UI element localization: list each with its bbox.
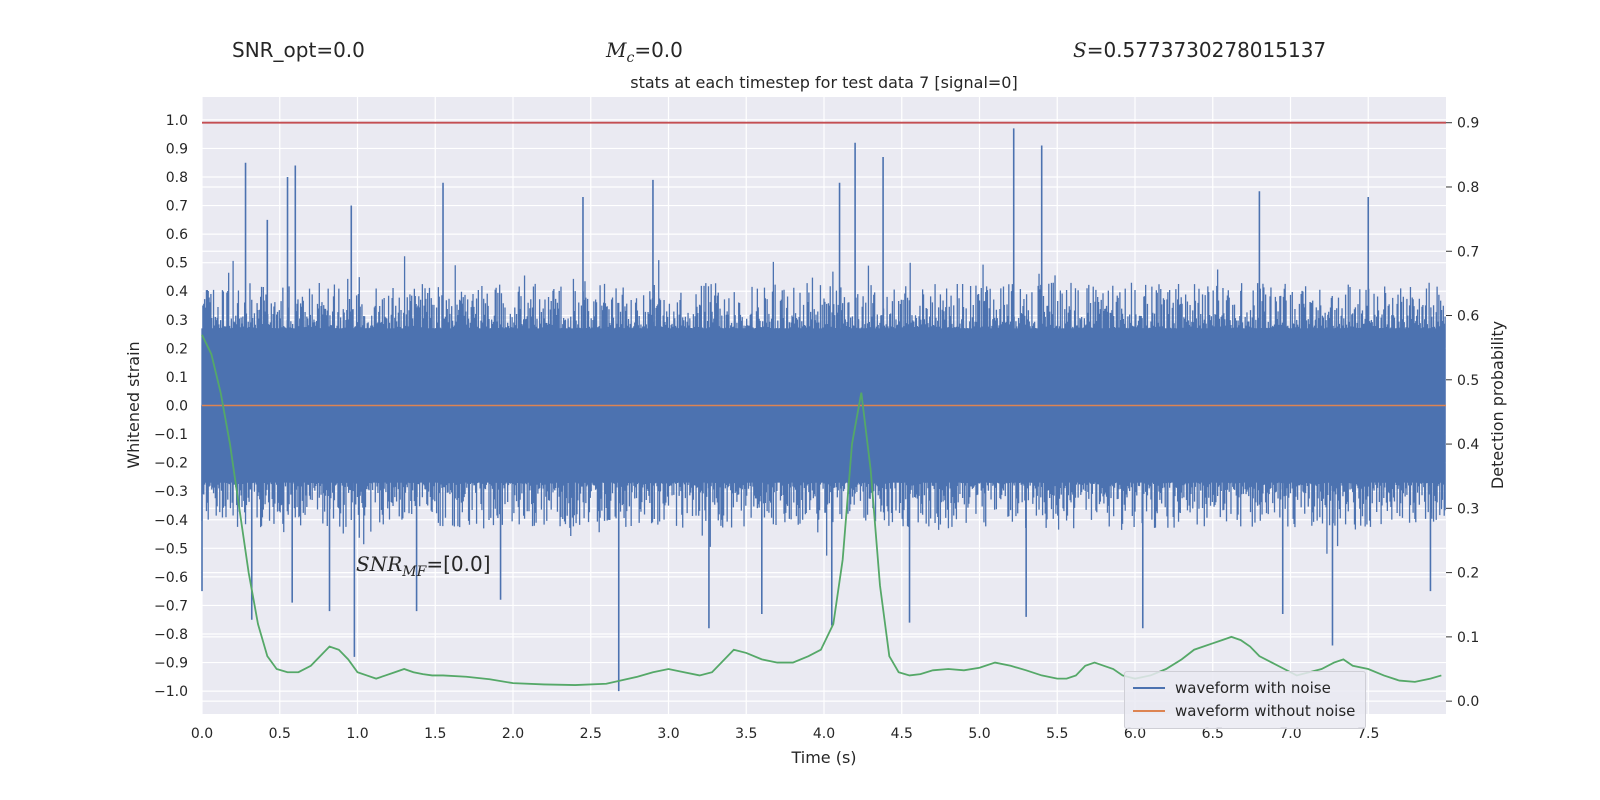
y-tick-label: 0.2 — [166, 341, 188, 357]
legend-swatch — [1133, 687, 1165, 689]
x-tick-label: 2.5 — [580, 726, 602, 742]
y-tick-label: −0.7 — [154, 598, 188, 614]
x-tick-label: 7.0 — [1279, 726, 1301, 742]
y-tick-label: −0.4 — [154, 513, 188, 529]
chirp-mass-label: Mc=0.0 — [606, 38, 683, 66]
s-value-label: S=0.5773730278015137 — [1073, 38, 1327, 62]
y-tick-label: 0.6 — [166, 227, 188, 243]
legend-label: waveform with noise — [1175, 679, 1331, 697]
y2-tick-label: 0.5 — [1457, 373, 1479, 389]
y2-tick-label: 0.8 — [1457, 180, 1479, 196]
series-lines — [201, 121, 1446, 686]
y-tick-label: 0.4 — [166, 284, 188, 300]
y-tick-label: 0.8 — [166, 170, 188, 186]
y-tick-label: −0.2 — [154, 456, 188, 472]
y2-tick-label: 0.1 — [1457, 630, 1479, 646]
y-tick-label: −0.8 — [154, 627, 188, 643]
y-tick-label: 0.0 — [166, 399, 188, 415]
y-tick-label: 0.7 — [166, 199, 188, 215]
y-tick-label: 0.1 — [166, 370, 188, 386]
y2-axis-label: Detection probability — [1488, 321, 1507, 489]
y-tick-label: 0.3 — [166, 313, 188, 329]
snr-mf-annotation: SNRMF=[0.0] — [356, 552, 491, 580]
y-tick-label: 1.0 — [166, 113, 188, 129]
snr-opt-label: SNR_opt=0.0 — [232, 38, 365, 62]
y2-tick-label: 0.0 — [1457, 694, 1479, 710]
chart-title: stats at each timestep for test data 7 [… — [630, 73, 1017, 92]
legend-swatch — [1133, 710, 1165, 712]
x-tick-label: 7.5 — [1357, 726, 1379, 742]
y-tick-label: −0.6 — [154, 570, 188, 586]
x-tick-label: 1.0 — [346, 726, 368, 742]
y-tick-label: −0.9 — [154, 656, 188, 672]
x-tick-label: 6.5 — [1202, 726, 1224, 742]
y-tick-labels: 1.0 0.9 0.8 0.7 0.6 0.5 0.4 0.3 0.2 0.1 0.0 −0.1 −0.… — [154, 113, 188, 700]
y2-tick-label: 0.2 — [1457, 566, 1479, 582]
x-tick-label: 5.0 — [968, 726, 990, 742]
x-tick-label: 0.0 — [191, 726, 213, 742]
y2-tick-label: 0.9 — [1457, 116, 1479, 132]
y-tick-label: 0.9 — [166, 141, 188, 157]
legend: waveform with noise waveform without noi… — [1124, 671, 1366, 729]
x-tick-label: 6.0 — [1124, 726, 1146, 742]
y-tick-label: −1.0 — [154, 684, 188, 700]
y2-tick-label: 0.6 — [1457, 309, 1479, 325]
y-tick-label: 0.5 — [166, 256, 188, 272]
x-axis-label: Time (s) — [790, 748, 856, 767]
y-tick-label: −0.1 — [154, 427, 188, 443]
series-waveform-with-noise — [201, 128, 1446, 692]
x-tick-label: 0.5 — [269, 726, 291, 742]
x-tick-label: 5.5 — [1046, 726, 1068, 742]
x-tick-label: 4.5 — [891, 726, 913, 742]
x-tick-label: 3.5 — [735, 726, 757, 742]
x-tick-labels: 0.0 0.5 1.0 1.5 2.0 2.5 3.0 3.5 4.0 4.5 5.0 5.5 6.0 6… — [191, 726, 1380, 742]
y-tick-label: −0.5 — [154, 541, 188, 557]
x-tick-label: 1.5 — [424, 726, 446, 742]
legend-entry-with-noise: waveform with noise — [1133, 678, 1331, 698]
y-tick-label: −0.3 — [154, 484, 188, 500]
x-tick-label: 3.0 — [657, 726, 679, 742]
legend-label: waveform without noise — [1175, 702, 1356, 720]
x-tick-label: 4.0 — [813, 726, 835, 742]
y2-tick-label: 0.7 — [1457, 244, 1479, 260]
y2-tick-labels: 0.9 0.8 0.7 0.6 0.5 0.4 0.3 0.2 0.1 0.0 — [1446, 116, 1479, 710]
series-detection-probability — [201, 334, 1442, 686]
legend-entry-without-noise: waveform without noise — [1133, 701, 1355, 721]
y2-tick-label: 0.4 — [1457, 437, 1479, 453]
y-axis-label: Whitened strain — [124, 341, 143, 468]
x-tick-label: 2.0 — [502, 726, 524, 742]
y2-tick-label: 0.3 — [1457, 501, 1479, 517]
